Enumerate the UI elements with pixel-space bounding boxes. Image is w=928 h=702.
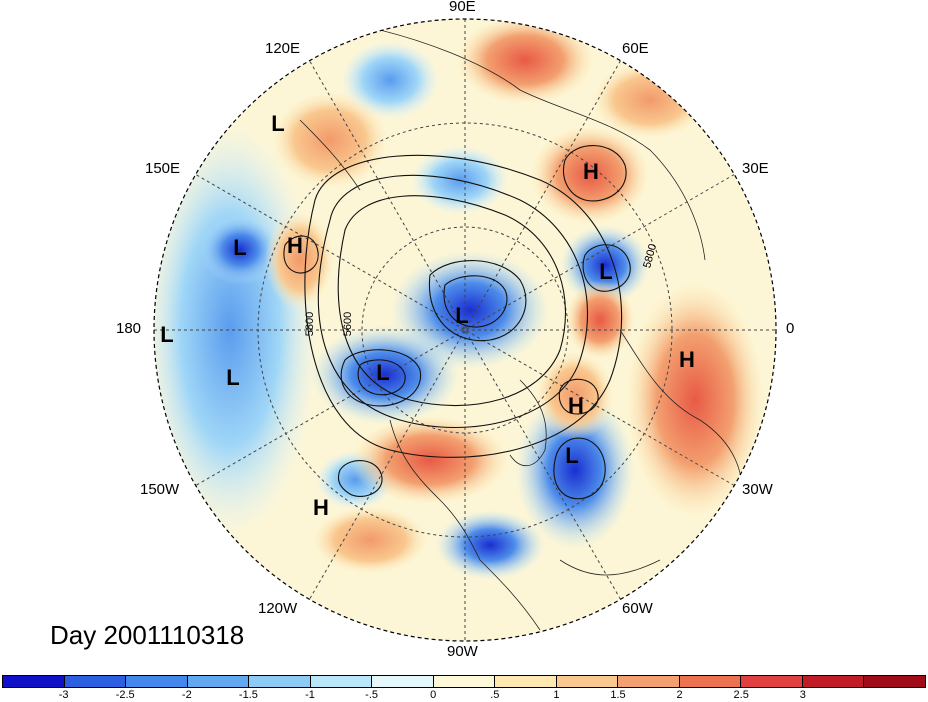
colorbar-swatch xyxy=(433,676,496,687)
height-contours xyxy=(283,145,631,500)
polar-map xyxy=(153,18,777,642)
high-center-marker: H xyxy=(568,393,584,418)
colorbar-tick-label: -2.5 xyxy=(115,689,135,701)
colorbar-tick-label: .5 xyxy=(490,689,500,701)
high-center-marker: H xyxy=(679,347,695,372)
map-title: Day 2001110318 xyxy=(50,620,245,650)
lon-label-60e: 60E xyxy=(622,40,649,57)
colorbar-swatch xyxy=(864,676,925,687)
graticule xyxy=(154,19,776,641)
contour-label: 5600 xyxy=(342,311,355,337)
low-center-marker: L xyxy=(271,111,285,136)
high-center-marker: H xyxy=(313,495,329,520)
colorbar-tick-label: 1.5 xyxy=(610,689,626,701)
lon-label-150e: 150E xyxy=(145,160,181,177)
lon-label-120e: 120E xyxy=(265,40,301,57)
anomaly-field xyxy=(154,19,776,641)
low-center-marker: L xyxy=(233,235,247,260)
colorbar-swatch xyxy=(802,676,865,687)
lon-label-0: 0 xyxy=(786,320,795,337)
lon-label-150w: 150W xyxy=(140,481,180,498)
colorbar-swatch xyxy=(126,676,188,687)
colorbar-tick-label: 2 xyxy=(676,689,683,701)
low-center-marker: L xyxy=(226,365,240,390)
colorbar-tick-label: 3 xyxy=(799,689,806,701)
contour-label: 5800 xyxy=(304,311,317,337)
colorbar-tick-label: -.5 xyxy=(365,689,379,701)
low-center-marker: L xyxy=(160,322,174,347)
colorbar-swatch xyxy=(495,676,557,687)
colorbar-swatch xyxy=(249,676,311,687)
map-boundary xyxy=(153,18,777,642)
colorbar-tick-label: -2 xyxy=(181,689,192,701)
high-center-marker: H xyxy=(583,159,599,184)
colorbar-swatch xyxy=(310,676,373,687)
colorbar-swatch xyxy=(618,676,680,687)
colorbar-tick-label: 0 xyxy=(430,689,437,701)
lon-label-30e: 30E xyxy=(742,160,769,177)
lon-label-60w: 60W xyxy=(622,600,653,617)
colorbar-swatch xyxy=(372,676,434,687)
high-center-marker: H xyxy=(287,233,303,258)
low-center-marker: L xyxy=(455,303,469,328)
colorbar-tick-label: 2.5 xyxy=(733,689,749,701)
colorbar-tick-label: 1 xyxy=(553,689,560,701)
colorbar-tick-label: -1 xyxy=(305,689,315,701)
colorbar xyxy=(2,675,926,688)
colorbar-swatch xyxy=(64,676,127,687)
colorbar-swatch xyxy=(187,676,250,687)
colorbar-tick-label: -3 xyxy=(58,689,69,701)
lon-label-90e: 90E xyxy=(449,0,476,15)
colorbar-swatch xyxy=(556,676,619,687)
low-center-marker: L xyxy=(376,360,390,385)
colorbar-tick-label: -1.5 xyxy=(238,689,258,701)
colorbar-swatch xyxy=(741,676,803,687)
lon-label-90w: 90W xyxy=(447,643,478,660)
colorbar-swatch xyxy=(3,676,65,687)
lon-label-30w: 30W xyxy=(742,481,773,498)
low-center-marker: L xyxy=(565,443,579,468)
low-center-marker: L xyxy=(599,259,613,284)
lon-label-120w: 120W xyxy=(258,600,298,617)
colorbar-swatch xyxy=(679,676,742,687)
lon-label-180: 180 xyxy=(116,320,142,337)
